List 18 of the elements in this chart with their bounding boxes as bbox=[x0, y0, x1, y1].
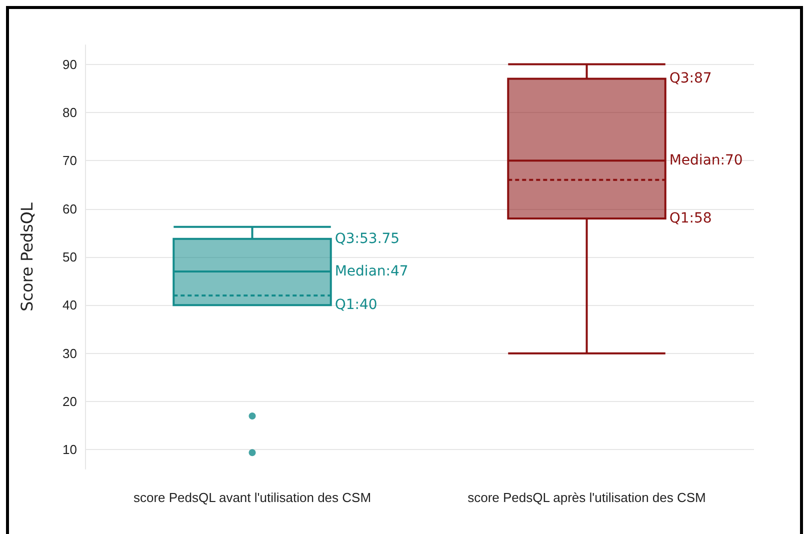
y-tick-label: 90 bbox=[62, 56, 77, 72]
annotation: Q1:40 bbox=[334, 297, 378, 314]
y-axis-title: Score PedsQL bbox=[18, 202, 36, 312]
annotation: Q1:58 bbox=[669, 210, 712, 226]
y-tick-label: 40 bbox=[62, 298, 77, 313]
y-tick-label: 10 bbox=[62, 442, 77, 458]
annotation: Q3:87 bbox=[669, 70, 712, 87]
x-tick-label: score PedsQL avant l'utilisation des CSM bbox=[133, 490, 372, 505]
y-tick-label: 30 bbox=[62, 346, 77, 361]
y-tick-label: 80 bbox=[62, 104, 77, 120]
annotation: Q3:53.75 bbox=[334, 230, 400, 247]
annotation: Median:47 bbox=[334, 263, 408, 280]
y-tick-label: 70 bbox=[62, 153, 77, 168]
y-tick-label: 60 bbox=[62, 201, 77, 216]
x-tick-label: score PedsQL après l'utilisation des CSM bbox=[468, 490, 706, 505]
annotation: Median:70 bbox=[669, 152, 743, 169]
y-tick-label: 20 bbox=[62, 394, 77, 410]
y-tick-label: 50 bbox=[62, 250, 77, 264]
